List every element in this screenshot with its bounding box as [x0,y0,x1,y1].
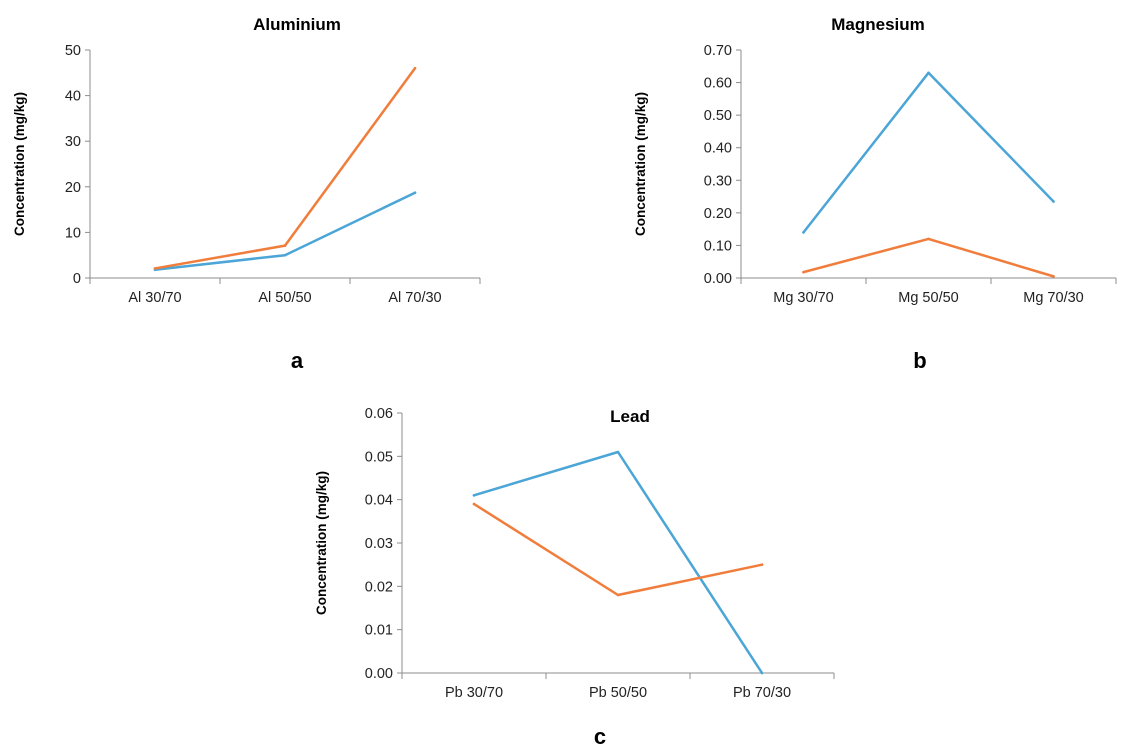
chart-c-series-1-point [760,671,764,675]
chart-b-series-1-point [1052,200,1055,203]
chart-c-y-tick-label: 0.05 [365,449,393,465]
chart-b-series-1-point [927,71,930,75]
chart-c-y-tick-label: 0.02 [365,579,393,595]
chart-b-series-2-line [802,237,1055,278]
chart-b-title: Magnesium [831,15,925,34]
chart-c-y-tick-label: 0.04 [365,493,393,509]
chart-b-y-tick-label: 0.70 [704,43,732,59]
chart-c-series-1-point [616,450,620,454]
chart-c-series-2-point [760,563,764,566]
chart-b-y-axis-label: Concentration (mg/kg) [633,92,648,236]
chart-b-y-tick-label: 0.30 [704,173,732,189]
chart-c-series-2-point [472,502,476,506]
chart-b-x-tick-label: Mg 50/50 [898,290,958,306]
chart-a-title: Aluminium [253,15,341,34]
chart-a-series-2-point [153,267,157,270]
chart-a-series-1-point [413,191,417,195]
chart-c-x-tick-label: Pb 70/30 [733,685,791,701]
chart-a-series-2-point [413,66,417,70]
chart-b-x-tick-label: Mg 30/70 [773,290,833,306]
chart-c-y-axis-label: Concentration (mg/kg) [314,471,329,615]
chart-a-panel-label: a [291,348,304,373]
chart-a-y-tick-label: 50 [65,43,81,59]
chart-a-series-1-line [153,191,417,272]
chart-b-series-2-point [927,237,930,241]
chart-c-title: Lead [610,407,650,426]
chart-a-x-tick-label: Al 50/50 [258,290,311,306]
chart-b-series-2-point [802,270,805,274]
chart-a-x-tick-label: Al 30/70 [128,290,181,306]
chart-b-y-tick-label: 0.50 [704,108,732,124]
chart-a-y-axis-label: Concentration (mg/kg) [12,92,27,236]
chart-b-series-1-line [802,71,1055,234]
chart-c-series-1-line [472,450,764,675]
chart-a-y-tick-label: 10 [65,225,81,241]
chart-c-y-tick-label: 0.00 [365,666,393,682]
chart-c-x-tick-label: Pb 50/50 [589,685,647,701]
chart-a-x-tick-label: Al 70/30 [388,290,441,306]
chart-c-y-tick-label: 0.01 [365,623,393,639]
chart-b-series-1-point [802,231,805,234]
chart-a-y-tick-label: 40 [65,89,81,105]
chart-b-y-tick-label: 0.40 [704,141,732,157]
chart-c-series-1-point [472,494,476,497]
chart-b-series-2-point [1052,275,1055,278]
chart-c-panel-label: c [594,724,606,749]
chart-b-y-tick-label: 0.10 [704,238,732,254]
chart-b-panel-label: b [913,348,926,373]
chart-c-series-2-line [472,502,764,597]
chart-b-x-tick-label: Mg 70/30 [1023,290,1083,306]
chart-a-y-tick-label: 20 [65,180,81,196]
chart-c-x-tick-label: Pb 30/70 [445,685,503,701]
chart-a-series-2-line [153,66,417,270]
chart-b-y-tick-label: 0.60 [704,76,732,92]
chart-b-y-tick-label: 0.20 [704,206,732,222]
chart-a-y-tick-label: 30 [65,134,81,150]
chart-c-y-tick-label: 0.06 [365,406,393,422]
chart-c-y-tick-label: 0.03 [365,536,393,552]
chart-a-y-tick-label: 0 [73,271,81,287]
chart-b-y-tick-label: 0.00 [704,271,732,287]
chart-a-series-2-point [283,244,287,247]
chart-c-series-2-point [616,593,620,597]
chart-a-series-1-point [283,253,287,257]
